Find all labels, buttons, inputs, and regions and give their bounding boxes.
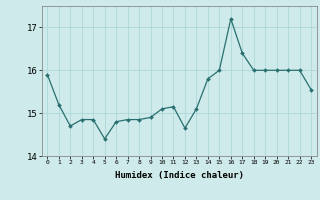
X-axis label: Humidex (Indice chaleur): Humidex (Indice chaleur) [115,171,244,180]
